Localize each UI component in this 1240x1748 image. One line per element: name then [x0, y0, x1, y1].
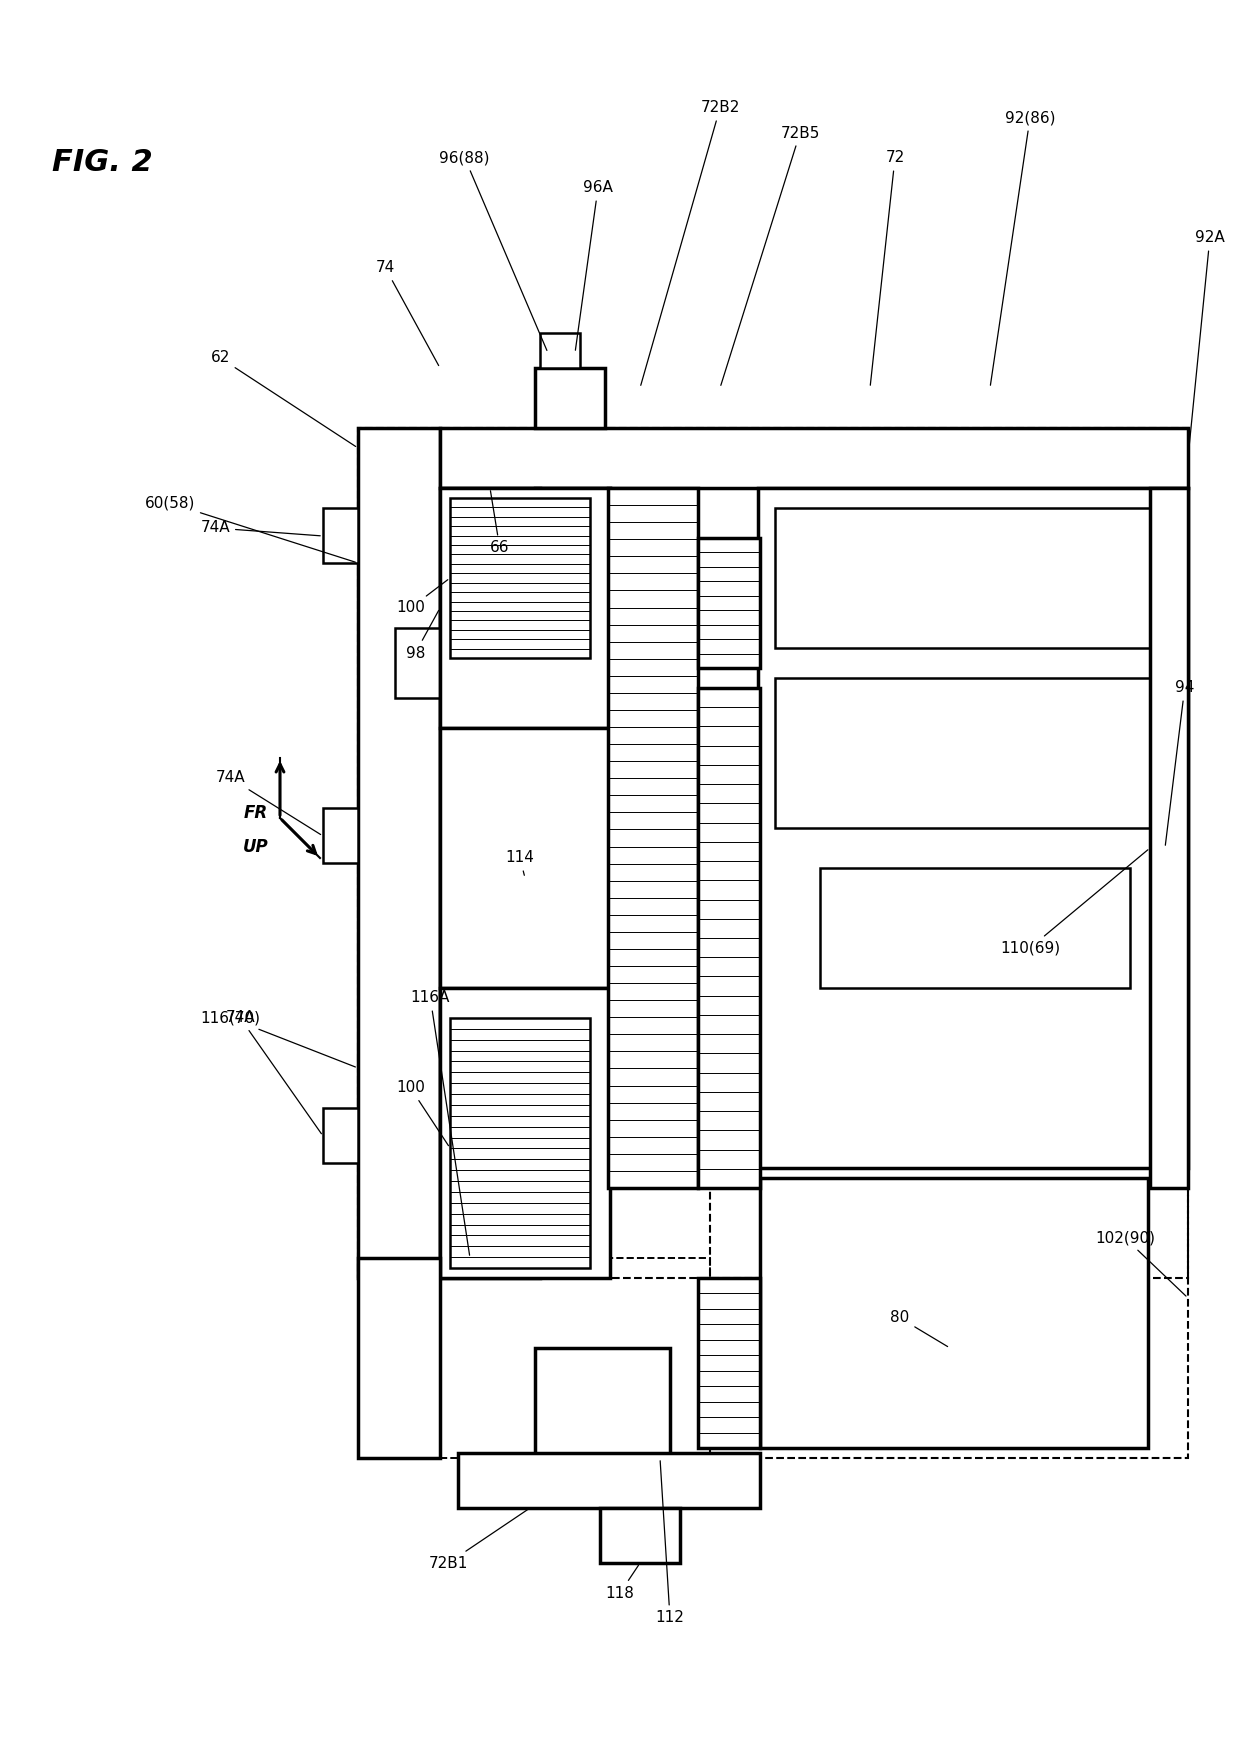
Text: 72B5: 72B5	[720, 126, 820, 385]
Text: 74A: 74A	[226, 1010, 321, 1134]
Bar	[820, 869, 1130, 988]
Text: 80: 80	[890, 1311, 947, 1346]
Bar	[600, 1509, 680, 1563]
Bar	[440, 428, 1188, 488]
Text: 110(69): 110(69)	[999, 850, 1148, 956]
Bar	[698, 1278, 760, 1447]
Text: 74A: 74A	[216, 771, 321, 834]
Bar	[534, 369, 605, 428]
Bar	[711, 1168, 1188, 1458]
Text: 74: 74	[376, 260, 439, 365]
Text: 116(70): 116(70)	[200, 1010, 356, 1066]
Bar	[440, 488, 610, 727]
Bar	[358, 428, 1188, 1278]
Bar	[758, 488, 1188, 1168]
Text: 98: 98	[405, 610, 439, 661]
Bar	[775, 509, 1166, 649]
Bar	[322, 509, 358, 563]
Text: 114: 114	[506, 851, 534, 876]
Bar	[1149, 488, 1188, 1189]
Bar	[440, 488, 539, 1278]
Bar	[534, 1348, 670, 1458]
Text: 72B1: 72B1	[429, 1510, 528, 1570]
Text: 118: 118	[605, 1564, 639, 1601]
Bar	[322, 808, 358, 864]
Bar	[358, 428, 440, 1278]
Bar	[458, 1453, 760, 1509]
Bar	[608, 488, 698, 1189]
Bar	[450, 1017, 590, 1267]
Text: 66: 66	[490, 491, 510, 556]
Text: 112: 112	[656, 1461, 684, 1626]
Bar	[775, 678, 1166, 829]
Bar	[698, 538, 760, 668]
Bar	[760, 1178, 1148, 1447]
Bar	[539, 334, 580, 369]
Text: 72: 72	[870, 150, 905, 385]
Text: 74A: 74A	[201, 521, 320, 537]
Text: 60(58): 60(58)	[145, 495, 356, 563]
Text: 96A: 96A	[575, 180, 613, 350]
Text: FR: FR	[244, 804, 268, 822]
Text: 62: 62	[211, 351, 356, 446]
Text: 100: 100	[396, 1080, 449, 1145]
Bar	[440, 1259, 711, 1458]
Text: 92(86): 92(86)	[991, 110, 1055, 385]
Bar	[698, 689, 760, 1189]
Bar	[358, 1259, 440, 1458]
Bar	[450, 498, 590, 657]
Bar	[440, 988, 610, 1278]
Text: 100: 100	[396, 580, 448, 615]
Text: 72B2: 72B2	[641, 100, 740, 385]
Text: 116A: 116A	[410, 991, 470, 1255]
Text: 94: 94	[1166, 680, 1194, 846]
Text: 92A: 92A	[1188, 231, 1225, 454]
Bar	[770, 500, 1176, 1155]
Text: UP: UP	[242, 837, 268, 857]
Text: 102(90): 102(90)	[1095, 1231, 1185, 1295]
Bar	[440, 727, 610, 988]
Bar	[534, 488, 610, 1168]
Bar	[322, 1108, 358, 1162]
Bar	[396, 628, 440, 697]
Text: FIG. 2: FIG. 2	[52, 149, 153, 177]
Text: 96(88): 96(88)	[439, 150, 547, 350]
